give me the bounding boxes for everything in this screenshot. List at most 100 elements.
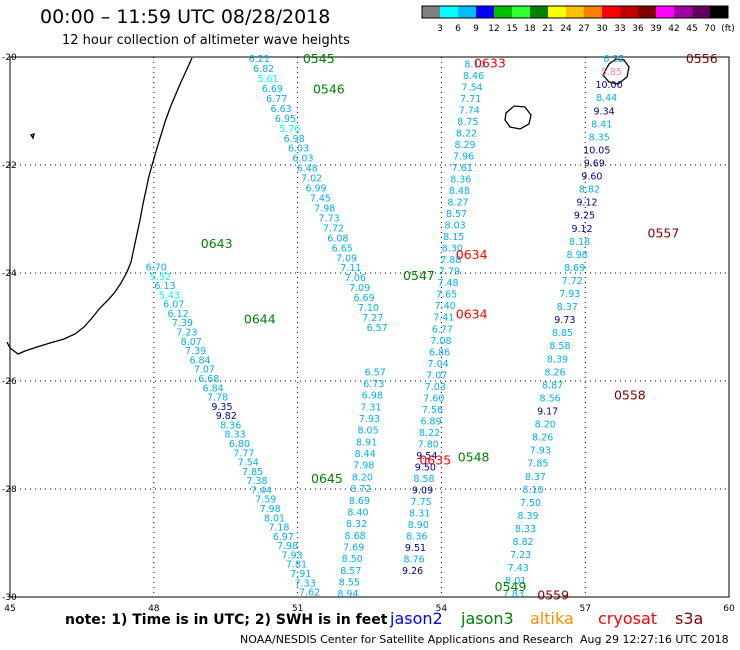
wave-height-value: 7.71 <box>460 94 481 105</box>
wave-height-value: 6.97 <box>273 532 294 543</box>
wave-height-value: 9.35 <box>211 402 232 413</box>
wave-height-value: 9.34 <box>594 106 615 117</box>
wave-height-value: 8.20 <box>352 472 373 483</box>
map-grid: 45 48 51 54 57 60 -20 -22 -24 -26 -28 -30 <box>2 53 735 614</box>
wave-height-value: 7.91 <box>290 569 311 580</box>
wave-height-value: 7.43 <box>508 563 529 574</box>
wave-height-value: 7.98 <box>353 461 374 472</box>
wave-height-value: 8.33 <box>515 524 536 535</box>
wave-height-value: 7.06 <box>345 273 366 284</box>
wave-height-value: 8.26 <box>544 367 565 378</box>
wave-height-value: 8.58 <box>549 341 570 352</box>
colorbar-swatch <box>674 6 692 18</box>
wave-height-value: 8.41 <box>591 119 612 130</box>
pass-number-label: 0633 <box>474 55 506 70</box>
color-scale-bar: 3 6 9 12 15 18 21 24 27 30 33 36 39 42 45 70 (ft) <box>421 5 735 34</box>
wave-height-value: 8.69 <box>564 263 585 274</box>
wave-height-value: 8.22 <box>419 428 440 439</box>
wave-height-value: 6.13 <box>154 281 175 292</box>
coastlines <box>6 57 630 355</box>
wave-height-value: 9.73 <box>554 315 575 326</box>
wave-height-value: 6.77 <box>266 94 287 105</box>
wave-height-value: 6.68 <box>198 374 219 385</box>
colorbar-tick-label: 9 <box>473 24 479 34</box>
wave-height-value: 7.03 <box>425 382 446 393</box>
wave-height-value: 8.48 <box>449 186 470 197</box>
wave-height-value: 8.32 <box>346 519 367 530</box>
colorbar-tick-label: 33 <box>614 24 625 34</box>
colorbar-tick-label: 27 <box>578 24 589 34</box>
wave-height-value: 8.85 <box>552 328 573 339</box>
wave-height-value: 7.18 <box>268 523 289 534</box>
wave-height-value: 6.63 <box>271 104 292 115</box>
wave-height-value: 8.37 <box>525 472 546 483</box>
wave-height-value: 7.62 <box>299 588 320 599</box>
wave-height-value: 8.01 <box>505 576 526 587</box>
wave-height-value: 7.72 <box>323 223 344 234</box>
wave-height-value: 7.39 <box>185 346 206 357</box>
wave-height-value: 10.00 <box>595 80 622 91</box>
wave-height-value: 5.76 <box>279 124 300 135</box>
wave-height-value: 10.05 <box>583 145 610 156</box>
wave-height-value: 6.82 <box>253 64 274 75</box>
wave-height-value: 7.07 <box>426 370 447 381</box>
lon-tick-label: 45 <box>4 604 15 614</box>
wave-height-value: 8.10 <box>464 59 485 70</box>
wave-height-value: 8.57 <box>446 209 467 220</box>
lon-tick-label: 54 <box>436 604 448 614</box>
wave-height-value: 8.33 <box>225 430 246 441</box>
colorbar-swatch <box>602 6 620 18</box>
wave-height-value: 5.43 <box>159 290 180 301</box>
wave-height-value: 8.69 <box>349 496 370 507</box>
wave-height-value: 8.22 <box>456 129 477 140</box>
colorbar-swatch <box>548 6 566 18</box>
wave-height-value: 8.26 <box>532 433 553 444</box>
wave-height-value: 6.03 <box>288 144 309 155</box>
wave-height-value: 7.69 <box>343 542 364 553</box>
wave-height-value: 9.69 <box>584 158 605 169</box>
wave-height-value: 7.54 <box>462 83 483 94</box>
wave-height-value: 7.93 <box>281 550 302 561</box>
colorbar-tick-label: 18 <box>524 24 536 34</box>
wave-height-value: 8.91 <box>356 437 377 448</box>
wave-height-value: 7.56 <box>422 405 443 416</box>
wave-height-tracks: 6.216.825.616.696.776.636.955.766.986.03… <box>146 54 625 600</box>
wave-height-value: 6.65 <box>332 243 353 254</box>
wave-height-value: 9.50 <box>415 462 436 473</box>
colorbar-swatch <box>422 6 440 18</box>
colorbar-swatch <box>656 6 674 18</box>
wave-height-value: 7.81 <box>286 560 307 571</box>
wave-height-value: 8.37 <box>557 302 578 313</box>
colorbar-swatch <box>512 6 530 18</box>
wave-height-value: 6.73 <box>363 379 384 390</box>
wave-height-value: 8.05 <box>357 426 378 437</box>
wave-height-value: 7.78 <box>207 393 228 404</box>
wave-height-value: 7.27 <box>362 313 383 324</box>
wave-height-value: 9.25 <box>574 211 595 222</box>
colorbar-swatch <box>566 6 584 18</box>
wave-height-value: 8.10 <box>522 485 543 496</box>
wave-height-value: 7.61 <box>452 163 473 174</box>
wave-height-value: 7.33 <box>295 578 316 589</box>
wave-height-value: 6.84 <box>189 355 210 366</box>
wave-height-value: 7.39 <box>172 318 193 329</box>
pass-number-label: 0559 <box>537 587 569 602</box>
wave-height-value: 7.98 <box>277 541 298 552</box>
wave-height-value: 6.70 <box>146 263 167 274</box>
wave-height-value: 6.89 <box>420 416 441 427</box>
wave-height-value: 7.23 <box>176 328 197 339</box>
pass-number-label: 0635 <box>419 452 451 467</box>
pass-number-label: 0644 <box>244 311 276 326</box>
colorbar-tick-label: 70 <box>704 24 716 34</box>
wave-height-value: 6.99 <box>305 184 326 195</box>
wave-height-value: 7.60 <box>423 393 444 404</box>
legend-note: note: 1) Time is in UTC; 2) SWH is in fe… <box>65 612 388 628</box>
wave-height-value: 6.12 <box>168 309 189 320</box>
wave-height-value: 6.57 <box>367 323 388 334</box>
colorbar-swatch <box>530 6 548 18</box>
wave-height-value: 8.90 <box>408 520 429 531</box>
colorbar-tick-label: 15 <box>506 24 517 34</box>
wave-height-value: 7.98 <box>314 203 335 214</box>
wave-height-value: 8.82 <box>579 185 600 196</box>
wave-height-value: 5.85 <box>601 67 622 78</box>
